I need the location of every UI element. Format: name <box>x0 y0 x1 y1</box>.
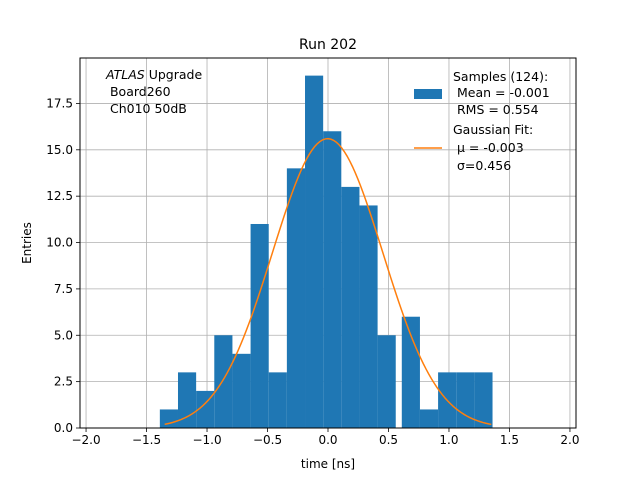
histogram-bar <box>196 390 215 428</box>
legend-samples-swatch <box>414 89 442 99</box>
histogram-bar <box>250 223 269 428</box>
y-axis-label: Entries <box>20 222 34 264</box>
histogram-bar <box>341 186 360 428</box>
legend: Samples (124): Mean = -0.001 RMS = 0.554… <box>414 69 550 173</box>
annotation-line-3: Ch010 50dB <box>106 101 187 116</box>
x-tick-label: 2.0 <box>560 433 579 447</box>
annotation-line-1-rest: Upgrade <box>145 67 203 82</box>
x-tick-label: 0.5 <box>379 433 398 447</box>
histogram-bar <box>286 168 306 428</box>
x-tick-label: −1.5 <box>132 433 161 447</box>
legend-fit-line-2: μ = -0.003 <box>453 140 524 155</box>
y-tick-label: 12.5 <box>46 189 73 203</box>
histogram-bar <box>474 372 493 428</box>
x-tick-label: 1.0 <box>439 433 458 447</box>
annotation-line-1: ATLAS Upgrade <box>105 67 202 82</box>
x-tick-label: −2.0 <box>71 433 100 447</box>
histogram-bar <box>232 353 251 428</box>
histogram-bar <box>456 372 475 428</box>
y-tick-label: 7.5 <box>54 282 73 296</box>
x-tick-label: 1.5 <box>500 433 519 447</box>
histogram-bar <box>359 205 378 428</box>
histogram-bar <box>419 409 439 428</box>
legend-fit-line-3: σ=0.456 <box>453 158 511 173</box>
y-tick-label: 2.5 <box>54 375 73 389</box>
y-tick-label: 5.0 <box>54 328 73 342</box>
histogram-bar <box>214 335 233 428</box>
histogram-bar <box>159 409 178 428</box>
x-tick-label: 0.0 <box>318 433 337 447</box>
histogram-bar <box>377 335 396 428</box>
axis-ticks: −2.0 −1.5 −1.0 −0.5 0.0 0.5 1.0 1.5 2.0 0.0 2.5 5.0… <box>46 96 579 447</box>
y-tick-label: 15.0 <box>46 143 73 157</box>
histogram-bar <box>268 372 287 428</box>
histogram-bar <box>305 75 324 428</box>
y-tick-label: 17.5 <box>46 96 73 110</box>
legend-samples-line-3: RMS = 0.554 <box>453 102 539 117</box>
legend-samples-line-2: Mean = -0.001 <box>453 85 550 100</box>
gaussian-fit-curve <box>164 137 492 426</box>
histogram-bar <box>323 131 342 428</box>
legend-samples-line-1: Samples (124): <box>453 69 548 84</box>
histogram-bars <box>159 75 493 428</box>
annotation-line-2: Board260 <box>106 84 171 99</box>
annotation: ATLAS Upgrade Board260 Ch010 50dB <box>105 67 202 116</box>
chart-title: Run 202 <box>299 37 357 53</box>
legend-fit-line-1: Gaussian Fit: <box>453 122 533 137</box>
x-axis-label: time [ns] <box>301 457 355 471</box>
y-tick-label: 10.0 <box>46 236 73 250</box>
x-tick-label: −1.0 <box>192 433 221 447</box>
y-tick-label: 0.0 <box>54 421 73 435</box>
x-tick-label: −0.5 <box>253 433 282 447</box>
